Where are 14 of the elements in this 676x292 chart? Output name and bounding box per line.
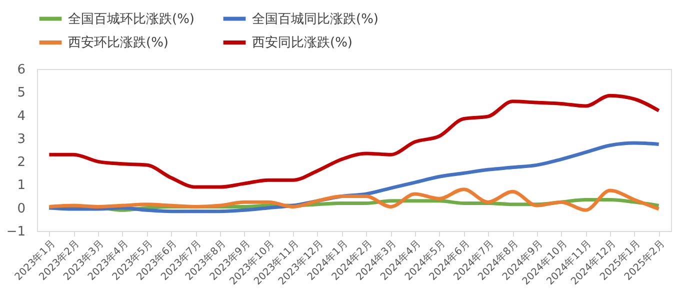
y-tick-label: 1 xyxy=(17,178,26,194)
y-tick-label: 2 xyxy=(17,155,26,170)
legend-label: 全国百城环比涨跌(%) xyxy=(68,12,194,27)
legend-label: 西安环比涨跌(%) xyxy=(68,34,168,50)
y-tick-label: −1 xyxy=(6,224,26,240)
line-series xyxy=(47,94,661,189)
y-tick-label: 3 xyxy=(17,132,26,147)
y-tick-label: 0 xyxy=(17,201,26,216)
y-tick-label: 4 xyxy=(17,108,26,124)
legend-label: 西安同比涨跌(%) xyxy=(252,34,352,50)
y-tick-label: 6 xyxy=(17,62,26,78)
line-series xyxy=(47,188,661,212)
legend-label: 全国百城同比涨跌(%) xyxy=(252,12,378,27)
y-tick-label: 5 xyxy=(17,86,26,101)
